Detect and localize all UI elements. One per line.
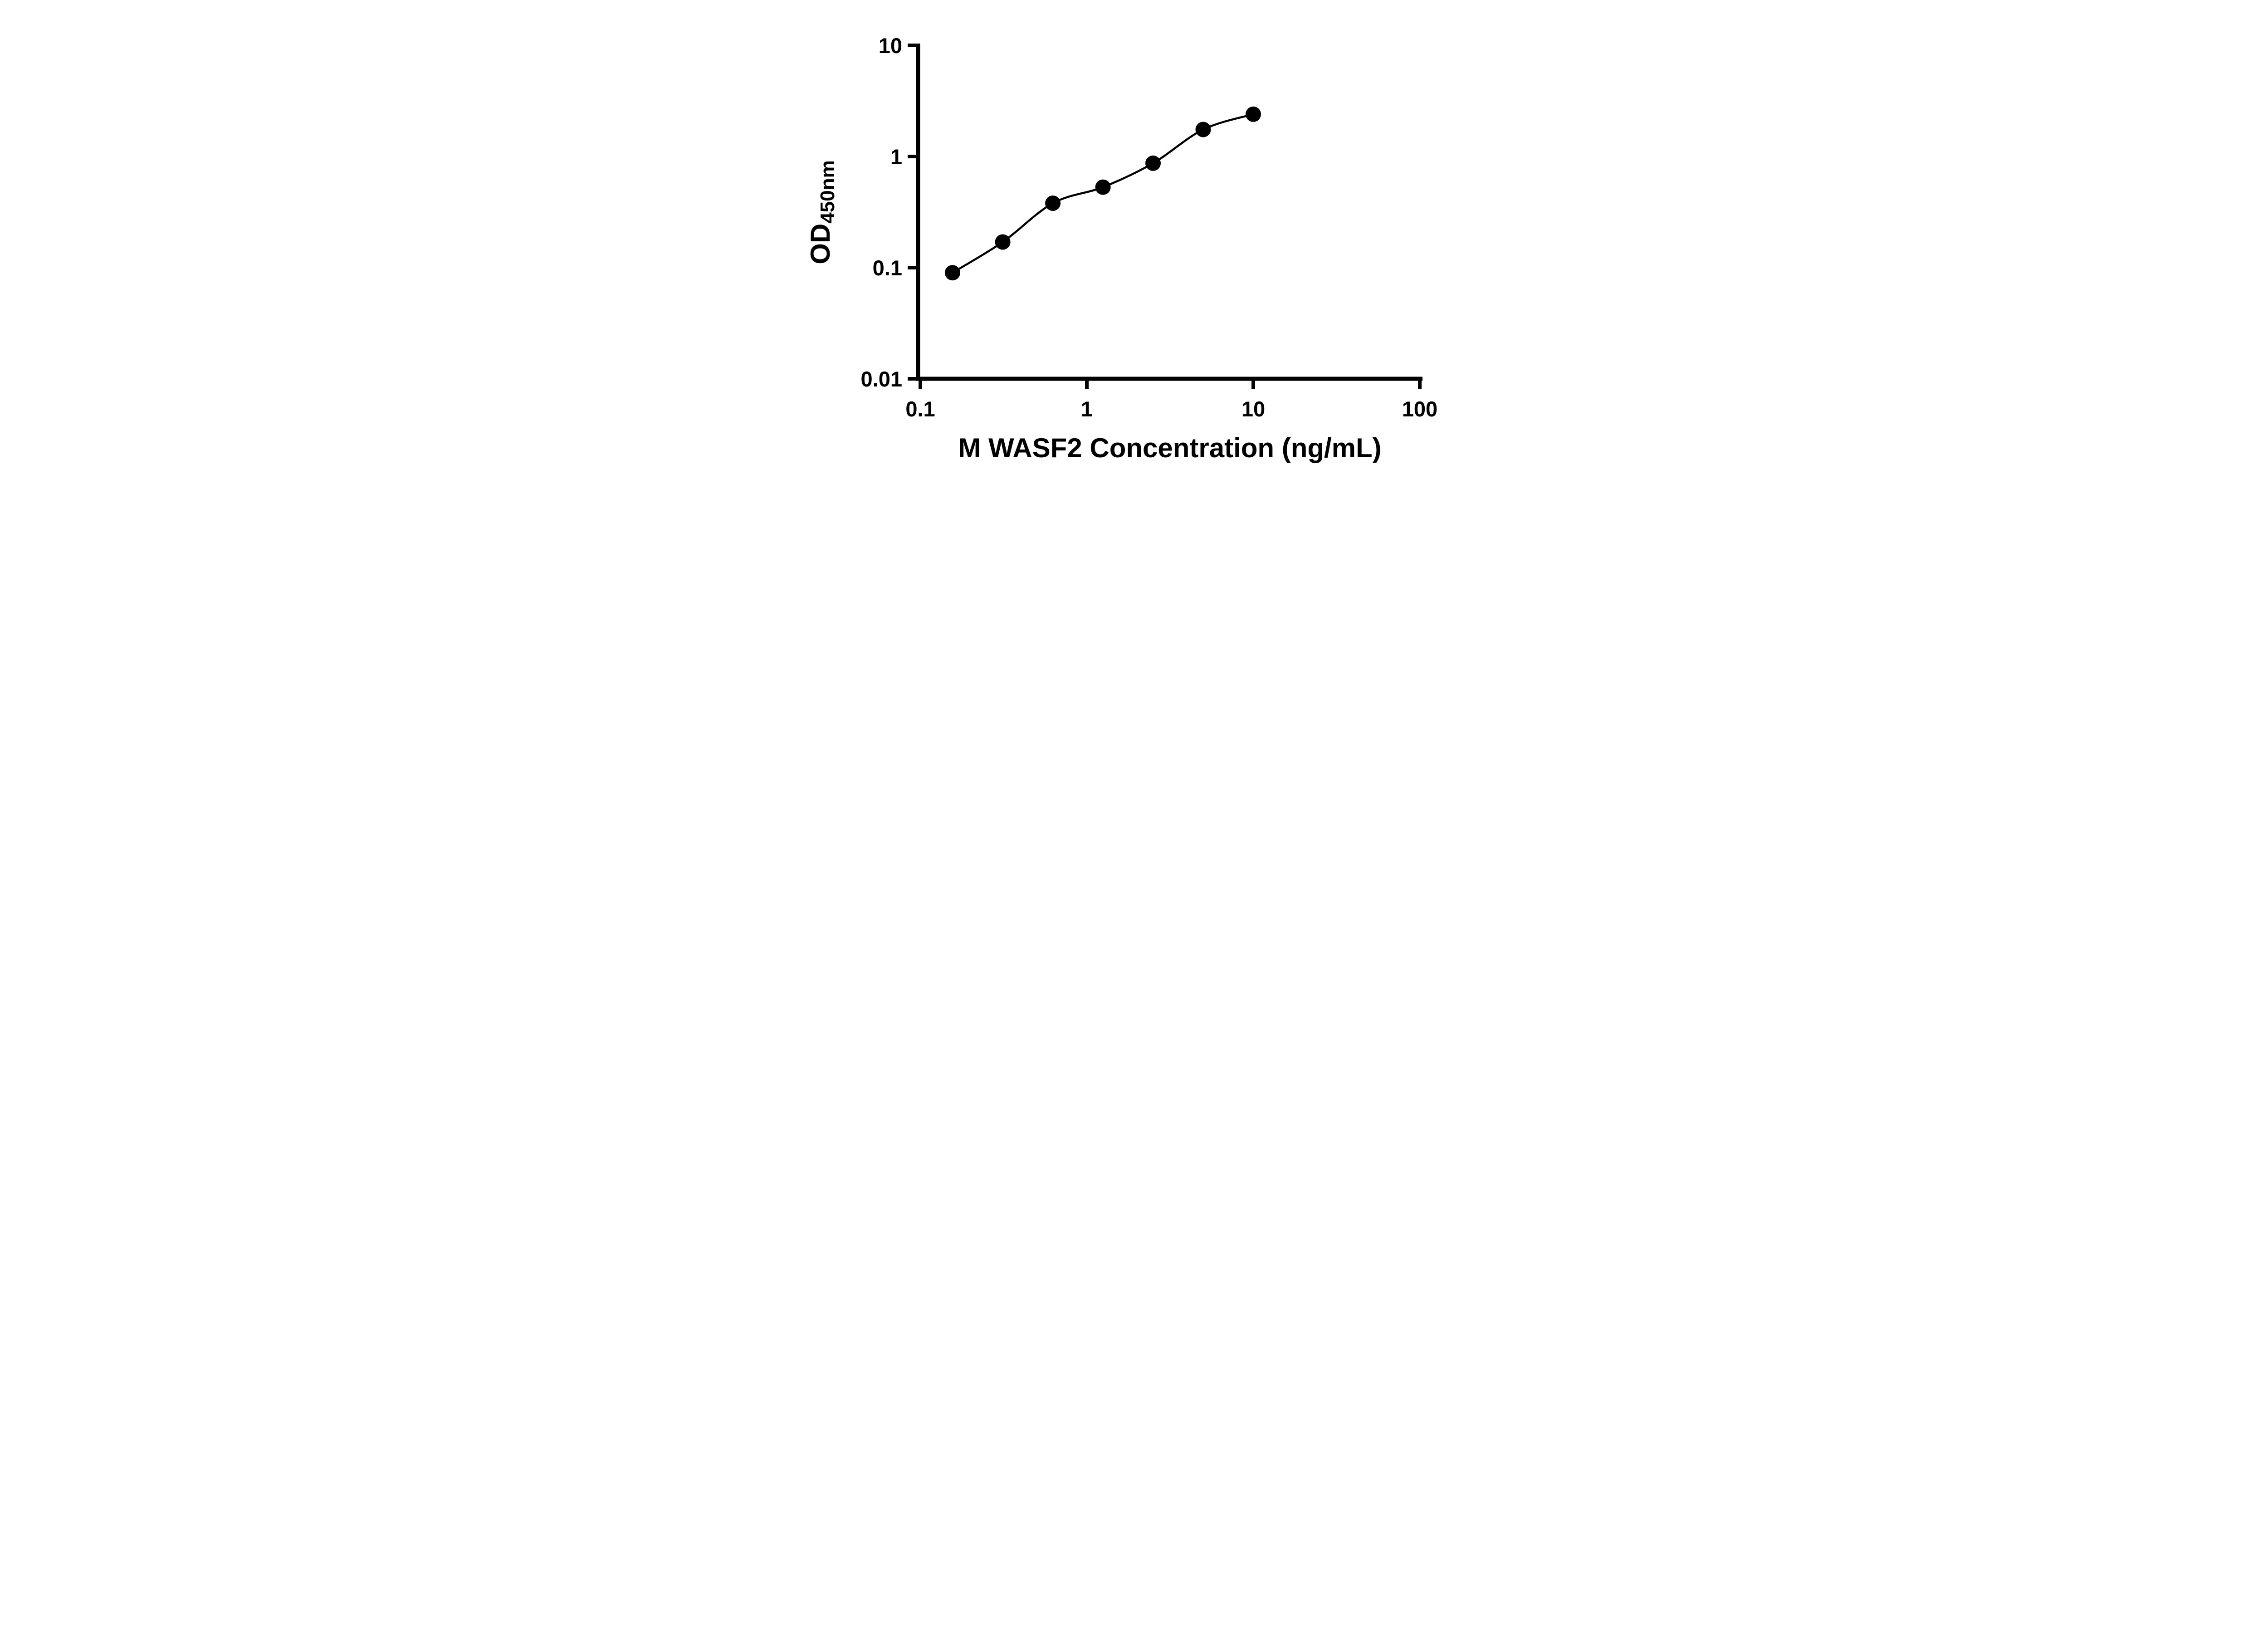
data-point-marker: [1045, 196, 1061, 211]
y-axis-label-subscript: 450nm: [816, 160, 839, 223]
data-point-marker: [995, 234, 1011, 250]
data-point-marker: [1245, 106, 1261, 122]
elisa-standard-curve-chart: 10 1 0.1 0.01 0.1 1 10 100 M WASF2 Conce…: [805, 34, 1437, 463]
data-points: [944, 106, 1261, 281]
y-tick-label: 0.01: [860, 367, 902, 391]
x-tick-label: 10: [1241, 397, 1265, 421]
x-axis: 0.1 1 10 100: [905, 376, 1437, 421]
y-axis-label-main: OD: [805, 224, 836, 264]
data-point-marker: [944, 265, 960, 281]
data-point-marker: [1195, 122, 1211, 137]
x-axis-label: M WASF2 Concentration (ng/mL): [958, 433, 1381, 463]
data-point-marker: [1095, 179, 1111, 195]
y-axis: 10 1 0.1 0.01: [860, 34, 920, 391]
y-axis-label: OD450nm: [805, 160, 839, 264]
elisa-standard-curve-figure: 10 1 0.1 0.01 0.1 1 10 100 M WASF2 Conce…: [784, 0, 1484, 490]
svg-text:OD450nm: OD450nm: [805, 160, 839, 264]
y-tick-label: 10: [878, 34, 902, 58]
y-tick-label: 0.1: [872, 256, 902, 280]
data-point-marker: [1145, 155, 1161, 171]
x-tick-label: 100: [1402, 397, 1437, 421]
x-tick-label: 0.1: [905, 397, 935, 421]
y-tick-label: 1: [890, 145, 902, 169]
x-tick-label: 1: [1080, 397, 1092, 421]
